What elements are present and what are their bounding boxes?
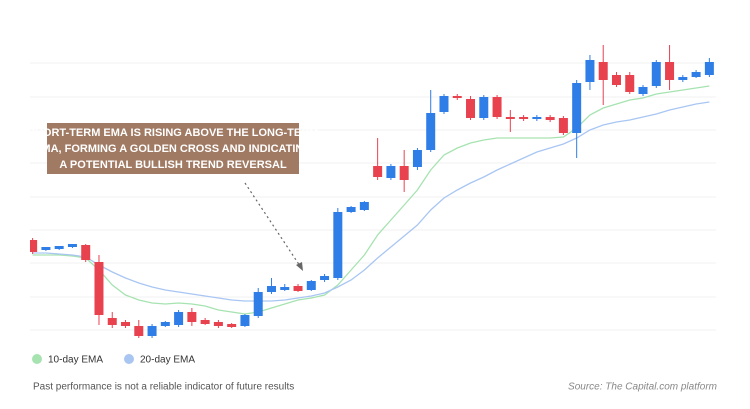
candle-body (585, 60, 595, 82)
annotation-arrow (244, 182, 301, 267)
candle-body (572, 83, 582, 133)
candle-body (479, 97, 489, 118)
candle-body (320, 276, 330, 280)
candle-body (505, 117, 515, 119)
candle-body (412, 150, 422, 167)
candle-body (200, 320, 210, 324)
candle-body (466, 99, 476, 118)
candle-body (227, 324, 237, 327)
legend-swatch (32, 354, 42, 364)
candle-body (160, 322, 170, 326)
candle-body (293, 286, 303, 291)
candle-body (492, 97, 502, 117)
candle-body (107, 318, 117, 325)
legend-label: 20-day EMA (140, 355, 195, 366)
candle-body (452, 96, 462, 98)
candle-body (678, 77, 688, 80)
annotation-box (47, 123, 299, 174)
candle-body (532, 117, 542, 119)
ema-line (32, 85, 710, 315)
candle-body (558, 118, 568, 133)
candle-body (426, 113, 436, 150)
annotation-line: SHORT-TERM EMA IS RISING ABOVE THE LONG-… (28, 127, 319, 139)
candle-body (187, 312, 197, 322)
candle-body (333, 212, 343, 278)
candle-body (611, 75, 621, 85)
candle-body (134, 326, 144, 336)
legend-label: 10-day EMA (48, 355, 103, 366)
candle-body (147, 326, 157, 336)
candle-body (174, 312, 184, 325)
candle-body (359, 202, 369, 210)
candle-body (240, 315, 250, 326)
candle-body (253, 292, 263, 316)
annotation-line: EMA, FORMING A GOLDEN CROSS AND INDICATI… (34, 143, 312, 155)
grid (30, 62, 716, 331)
candle-body (638, 87, 648, 94)
candle-body (545, 117, 555, 120)
candle-body (280, 287, 290, 290)
candle-body (373, 166, 383, 177)
ema-line (32, 101, 710, 302)
candle-body (94, 262, 104, 315)
candles (30, 45, 714, 338)
candle-body (121, 322, 131, 326)
candle-body (625, 75, 635, 92)
candle-body (213, 322, 223, 326)
candle-body (306, 281, 316, 290)
candle-body (691, 72, 701, 77)
candle-body (439, 96, 449, 112)
candle-body (399, 166, 409, 180)
candle-body (665, 62, 675, 80)
candle-body (651, 62, 661, 86)
candle-body (30, 240, 38, 252)
arrow-head (296, 262, 303, 271)
candle-body (67, 244, 77, 247)
annotation-line: A POTENTIAL BULLISH TREND REVERSAL (59, 159, 287, 171)
candle-body (81, 245, 91, 260)
candle-body (704, 62, 714, 75)
legend: 10-day EMA 20-day EMA (32, 354, 195, 366)
candle-body (386, 166, 396, 178)
ema-lines (32, 85, 710, 315)
source: Source: The Capital.com platform (568, 382, 717, 393)
candle-body (266, 286, 276, 292)
candle-body (346, 207, 356, 212)
legend-swatch (124, 354, 134, 364)
candle-body (519, 117, 529, 119)
candle-body (598, 62, 608, 80)
candle-body (41, 247, 51, 250)
candle-body (54, 246, 64, 249)
footnote: Past performance is not a reliable indic… (33, 382, 294, 393)
